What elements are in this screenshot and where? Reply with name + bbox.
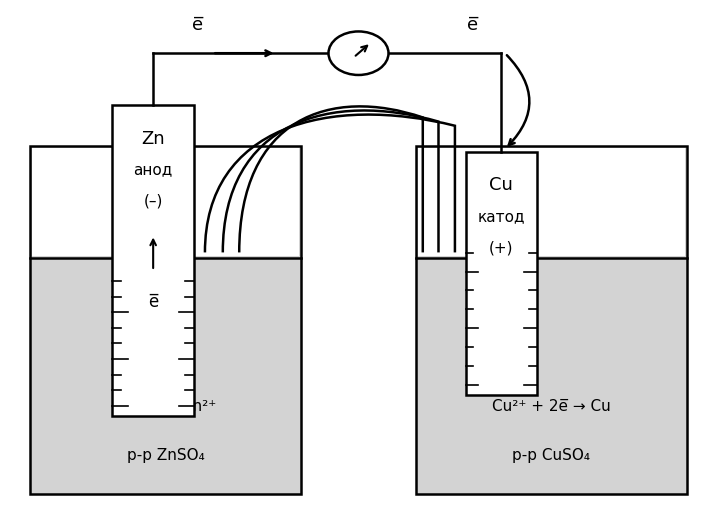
Circle shape <box>328 31 389 75</box>
Text: Zn: Zn <box>141 130 165 148</box>
FancyBboxPatch shape <box>112 105 194 416</box>
Text: (–): (–) <box>143 193 163 208</box>
Text: (+): (+) <box>489 240 513 255</box>
Text: анод: анод <box>133 163 173 177</box>
Text: Zn-2е̅ → Zn²⁺: Zn-2е̅ → Zn²⁺ <box>115 400 217 414</box>
FancyBboxPatch shape <box>418 148 685 256</box>
FancyBboxPatch shape <box>32 148 299 256</box>
Text: е̅: е̅ <box>148 293 158 311</box>
Text: е̅: е̅ <box>467 16 478 34</box>
Text: катод: катод <box>478 209 525 224</box>
Text: е̅: е̅ <box>192 16 204 34</box>
FancyBboxPatch shape <box>30 146 301 494</box>
Text: р-р ZnSO₄: р-р ZnSO₄ <box>127 448 204 463</box>
FancyBboxPatch shape <box>465 152 537 395</box>
Text: Cu²⁺ + 2е̅ → Cu: Cu²⁺ + 2е̅ → Cu <box>492 400 611 414</box>
FancyBboxPatch shape <box>416 146 687 494</box>
Text: р-р CuSO₄: р-р CuSO₄ <box>513 448 590 463</box>
Text: Cu: Cu <box>490 176 513 194</box>
